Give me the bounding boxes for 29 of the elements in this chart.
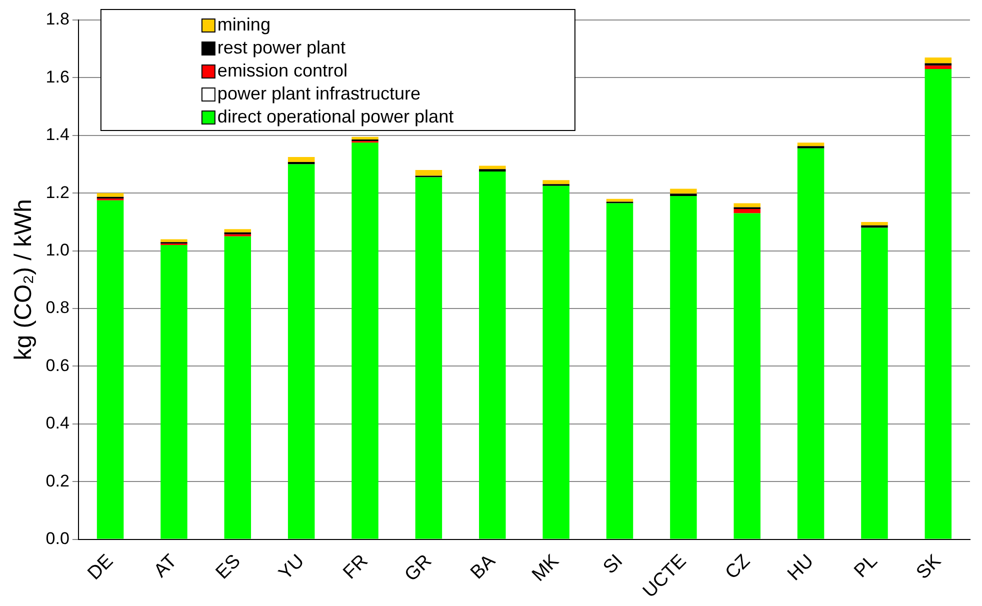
y-axis-title: kg (CO₂) / kWh: [10, 198, 38, 360]
x-tick-label: GR: [400, 550, 436, 586]
legend-label: emission control: [217, 60, 348, 80]
y-tick-label: 1.0: [46, 240, 70, 260]
y-tick-label: 0.4: [46, 414, 70, 433]
x-tick-label: SI: [599, 550, 627, 578]
y-tick-label: 1.2: [46, 182, 70, 202]
x-tick-label: DE: [84, 550, 118, 584]
x-tick-label: ES: [212, 550, 245, 584]
x-tick-label: BA: [466, 550, 500, 584]
x-tick-label: SK: [912, 550, 946, 584]
x-tick-label: HU: [784, 550, 818, 586]
x-tick-label: FR: [339, 550, 372, 584]
legend-label: mining: [217, 14, 270, 34]
y-tick-label: 1.8: [46, 10, 70, 29]
y-tick-label: 1.6: [46, 67, 70, 86]
legend-label: direct operational power plant: [217, 106, 454, 126]
x-tick-label: MK: [528, 550, 564, 586]
x-tick-label: PL: [850, 550, 882, 582]
legend-label: rest power plant: [217, 37, 346, 58]
y-tick-label: 0.0: [46, 528, 70, 548]
legend-label: power plant infrastructure: [217, 83, 421, 104]
x-tick-label: CZ: [722, 550, 755, 584]
x-tick-label: AT: [150, 550, 182, 582]
y-tick-label: 1.4: [46, 125, 70, 144]
y-tick-label: 0.8: [46, 298, 70, 318]
x-tick-label: YU: [275, 550, 309, 584]
y-tick-label: 0.2: [46, 471, 70, 490]
y-tick-label: 0.6: [46, 356, 70, 375]
